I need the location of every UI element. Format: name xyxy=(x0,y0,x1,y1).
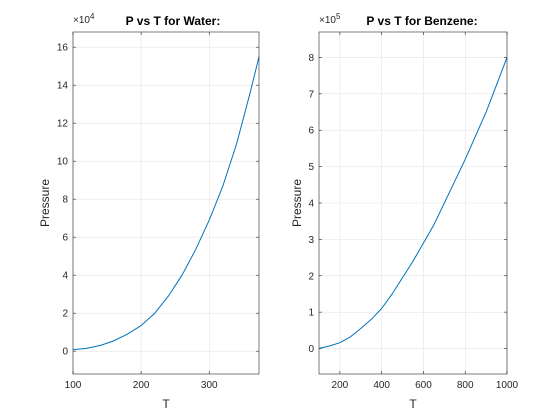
y-tick-label: 8 xyxy=(62,195,68,206)
x-tick-label: 200 xyxy=(133,380,150,391)
y-tick-label: 10 xyxy=(57,157,69,168)
y-tick-label: 12 xyxy=(57,119,69,130)
y-axis-label: Pressure xyxy=(38,179,52,227)
y-tick-label: 2 xyxy=(308,271,314,282)
y-tick-label: 6 xyxy=(62,233,68,244)
grid-layer xyxy=(72,32,259,374)
y-tick-label: 1 xyxy=(308,308,314,319)
y-exponent-label: ×105 xyxy=(319,12,341,26)
x-tick-label: 300 xyxy=(201,380,218,391)
y-tick-label: 0 xyxy=(62,347,68,358)
exponent-power: 5 xyxy=(336,12,341,21)
x-tick-label: 100 xyxy=(65,380,82,391)
series-line xyxy=(72,56,260,351)
y-axis-label: Pressure xyxy=(290,179,304,227)
tick-layer: 100 200 300 0 2 4 6 8 10 12 14 16 xyxy=(57,32,259,391)
x-axis-label: T xyxy=(409,397,417,411)
y-tick-label: 3 xyxy=(308,235,314,246)
exponent-base: ×10 xyxy=(319,15,336,26)
x-tick-label: 600 xyxy=(415,380,432,391)
exponent-power: 4 xyxy=(90,12,95,21)
axes-frame xyxy=(318,31,508,375)
y-exponent-label: ×104 xyxy=(73,12,95,26)
x-tick-label: 1000 xyxy=(496,380,519,391)
y-tick-label: 5 xyxy=(308,162,314,173)
y-tick-label: 6 xyxy=(308,126,314,137)
y-tick-label: 8 xyxy=(308,53,314,64)
chart-water: P vs T for Water: ×104 100 200 30002468101… xyxy=(38,12,260,411)
y-tick-label: 4 xyxy=(308,199,314,210)
chart-title: P vs T for Water: xyxy=(126,14,221,28)
tick-layer: 200 400 600 800 1000 0 1 2 3 4 5 6 7 8 xyxy=(308,32,519,391)
x-tick-label: 400 xyxy=(373,380,390,391)
axes-frame xyxy=(72,31,260,375)
x-tick-label: 200 xyxy=(332,380,349,391)
y-tick-label: 7 xyxy=(308,89,314,100)
x-tick-label: 800 xyxy=(457,380,474,391)
y-tick-label: 16 xyxy=(57,43,69,54)
y-tick-label: 0 xyxy=(308,344,314,355)
chart-benzene: P vs T for Benzene: ×105 200 400 600 800 100… xyxy=(290,12,519,411)
y-tick-label: 14 xyxy=(57,81,69,92)
plot-layer xyxy=(72,56,260,351)
series-line xyxy=(318,57,508,350)
plot-layer xyxy=(318,57,508,350)
y-tick-label: 2 xyxy=(62,309,68,320)
x-axis-label: T xyxy=(162,397,170,411)
chart-title: P vs T for Benzene: xyxy=(366,14,477,28)
y-tick-label: 4 xyxy=(62,271,68,282)
exponent-base: ×10 xyxy=(73,15,90,26)
